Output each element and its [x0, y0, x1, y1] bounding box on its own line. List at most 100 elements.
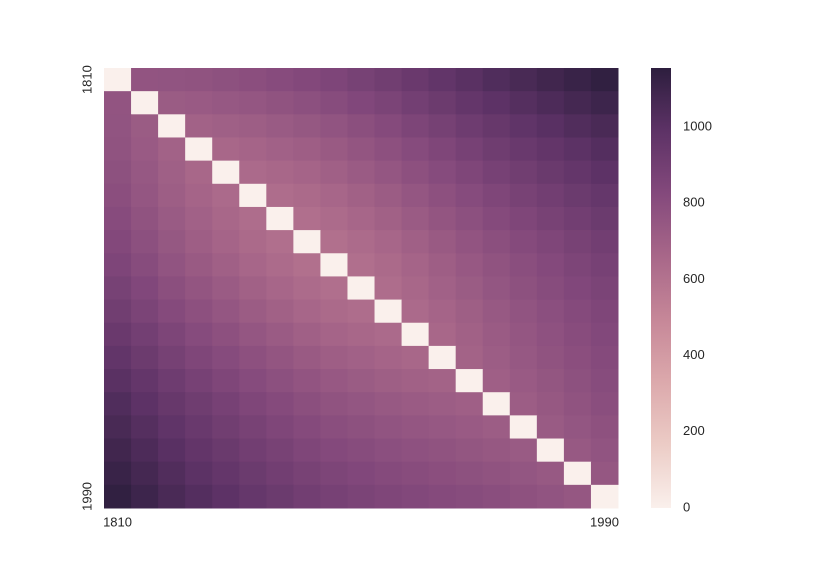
heatmap-cell [185, 68, 213, 92]
heatmap-cell [509, 438, 538, 463]
heatmap-cell [104, 253, 132, 277]
heatmap-cell [158, 345, 186, 370]
heatmap-cell [185, 276, 213, 301]
heatmap-cell [482, 91, 511, 115]
heatmap-cell [104, 392, 132, 416]
heatmap-cell [347, 438, 376, 463]
heatmap-cell [131, 415, 159, 440]
heatmap-cell [266, 137, 294, 162]
heatmap-cell [131, 68, 159, 92]
heatmap-cell [563, 91, 592, 115]
heatmap-cell [509, 206, 538, 231]
heatmap-cell [131, 206, 159, 231]
heatmap-cell [293, 276, 321, 301]
heatmap-cell [563, 253, 592, 277]
y-tick-label: 1990 [79, 482, 94, 511]
heatmap-cell [320, 230, 348, 254]
heatmap-cell [455, 322, 484, 347]
heatmap-cell [590, 183, 619, 208]
heatmap-cell [131, 438, 159, 463]
heatmap-cell [374, 253, 403, 277]
heatmap-cell [536, 345, 565, 370]
heatmap-cell [590, 392, 619, 416]
heatmap-cell [401, 461, 430, 486]
heatmap-cell [428, 137, 457, 162]
heatmap-cell [266, 461, 294, 486]
heatmap-cell [185, 392, 213, 416]
heatmap-cell [320, 484, 348, 509]
heatmap-cell [590, 160, 619, 185]
heatmap-cell [347, 68, 376, 92]
heatmap-cell [266, 160, 294, 185]
heatmap-cell [428, 461, 457, 486]
heatmap-cell [293, 461, 321, 486]
heatmap-cell [212, 68, 240, 92]
heatmap-cell [536, 415, 565, 440]
heatmap-cell [374, 68, 403, 92]
heatmap-cell [239, 230, 267, 254]
heatmap-cell [509, 91, 538, 115]
heatmap-cell [590, 68, 619, 92]
heatmap-cell [347, 369, 376, 393]
heatmap-cell [482, 183, 511, 208]
heatmap-cell [104, 276, 132, 301]
heatmap-cell [131, 253, 159, 277]
heatmap-cell [401, 68, 430, 92]
heatmap-cell [509, 253, 538, 277]
heatmap-cell [455, 91, 484, 115]
heatmap-cell [266, 230, 294, 254]
heatmap-cell [590, 415, 619, 440]
heatmap-cell [185, 114, 213, 138]
heatmap-cell [239, 91, 267, 115]
heatmap-cell [185, 438, 213, 463]
heatmap-cell [266, 392, 294, 416]
heatmap-cell [428, 392, 457, 416]
heatmap-cell [455, 438, 484, 463]
heatmap-cell [320, 299, 348, 324]
heatmap-cell [455, 415, 484, 440]
heatmap-cell [212, 183, 240, 208]
heatmap-cell [590, 438, 619, 463]
heatmap-cell [428, 91, 457, 115]
heatmap-cell [455, 253, 484, 277]
heatmap-cell [347, 345, 376, 370]
heatmap-cell [428, 484, 457, 509]
heatmap-cell [374, 438, 403, 463]
heatmap-cell [239, 415, 267, 440]
heatmap-cell [320, 276, 348, 301]
heatmap-cell [536, 299, 565, 324]
heatmap-cell [266, 206, 294, 231]
heatmap-cell [293, 160, 321, 185]
heatmap-cell [212, 91, 240, 115]
heatmap-cell [590, 253, 619, 277]
heatmap-cell [239, 345, 267, 370]
heatmap-cell [266, 345, 294, 370]
heatmap-cell [320, 461, 348, 486]
colorbar-tick-label: 800 [683, 195, 705, 210]
heatmap-cell [239, 484, 267, 509]
heatmap-cell [320, 392, 348, 416]
heatmap-cell [158, 322, 186, 347]
heatmap-cell [563, 114, 592, 138]
heatmap-cell [509, 160, 538, 185]
heatmap-cell [428, 276, 457, 301]
heatmap-cell [401, 299, 430, 324]
heatmap-cell [455, 68, 484, 92]
heatmap-cell [131, 183, 159, 208]
heatmap-cell [590, 230, 619, 254]
heatmap-cell [185, 183, 213, 208]
heatmap-cell [428, 230, 457, 254]
heatmap-cell [104, 299, 132, 324]
heatmap-cell [131, 91, 159, 115]
heatmap-cell [482, 230, 511, 254]
heatmap-cell [266, 369, 294, 393]
y-tick-label: 1810 [79, 65, 94, 94]
heatmap-cell [374, 322, 403, 347]
heatmap-cell [401, 114, 430, 138]
heatmap-cell [509, 299, 538, 324]
heatmap-cell [293, 91, 321, 115]
heatmap-cell [455, 206, 484, 231]
heatmap-cell [509, 230, 538, 254]
heatmap-cell [293, 230, 321, 254]
heatmap-cell [455, 160, 484, 185]
